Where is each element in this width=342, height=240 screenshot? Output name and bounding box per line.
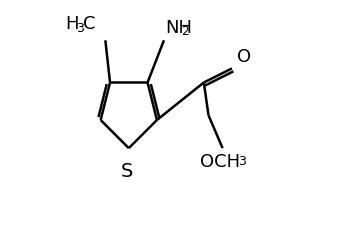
Text: NH: NH: [165, 19, 192, 37]
Text: OCH: OCH: [200, 153, 240, 171]
Text: O: O: [237, 48, 251, 66]
Text: 3: 3: [238, 155, 246, 168]
Text: 2: 2: [182, 25, 189, 38]
Text: H: H: [65, 15, 78, 33]
Text: S: S: [120, 162, 133, 181]
Text: 3: 3: [76, 22, 83, 35]
Text: C: C: [83, 15, 95, 33]
